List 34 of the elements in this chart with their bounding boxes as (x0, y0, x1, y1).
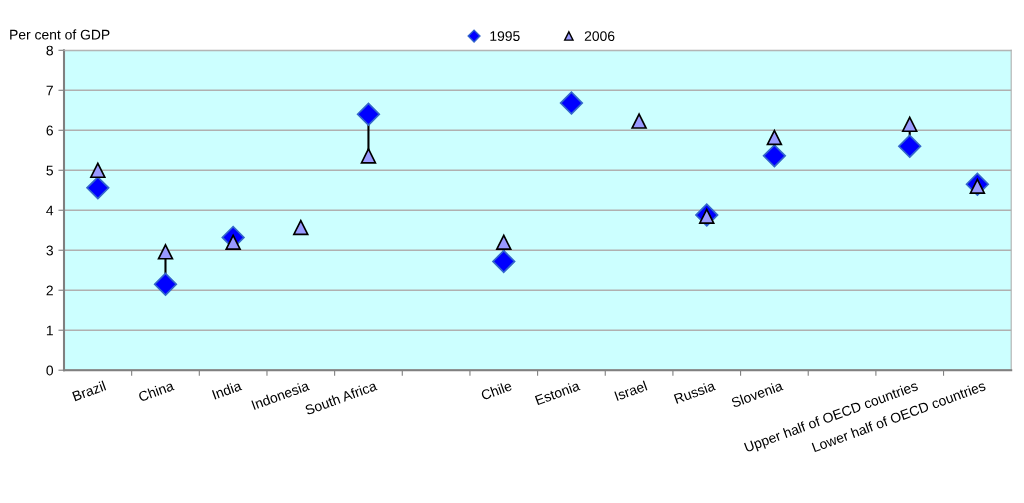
x-tick-label: India (211, 380, 243, 400)
y-tick-label: 8 (46, 45, 53, 56)
y-tick-label: 2 (46, 285, 53, 296)
point (157, 244, 174, 260)
point (153, 272, 178, 296)
point (766, 129, 783, 146)
legend-label: 1995 (490, 31, 520, 42)
point (898, 134, 922, 158)
point (86, 176, 110, 200)
point (492, 249, 516, 274)
y-tick-label: 0 (46, 365, 54, 376)
y-axis-title: Per cent of GDP (10, 29, 110, 40)
x-tick-label: Brazil (71, 380, 107, 402)
y-tick-label: 6 (46, 125, 53, 136)
x-tick-label: Estonia (534, 380, 581, 406)
x-tick-label: Russia (673, 380, 716, 404)
y-tick-label: 1 (46, 325, 53, 336)
legend-label: 2006 (584, 31, 615, 42)
x-tick-label: Chile (480, 380, 513, 401)
y-tick-label: 4 (46, 205, 54, 216)
point (360, 148, 377, 164)
point (762, 144, 787, 168)
point (559, 91, 584, 115)
point (631, 113, 647, 129)
point (356, 102, 381, 126)
x-tick-label: Israel (614, 380, 648, 401)
point (90, 162, 106, 179)
point (495, 234, 512, 251)
point (901, 116, 918, 133)
x-tick-label: China (137, 380, 175, 402)
y-tick-label: 3 (46, 245, 53, 256)
point (293, 219, 309, 236)
y-tick-label: 5 (46, 165, 53, 176)
y-tick-label: 7 (46, 85, 53, 96)
